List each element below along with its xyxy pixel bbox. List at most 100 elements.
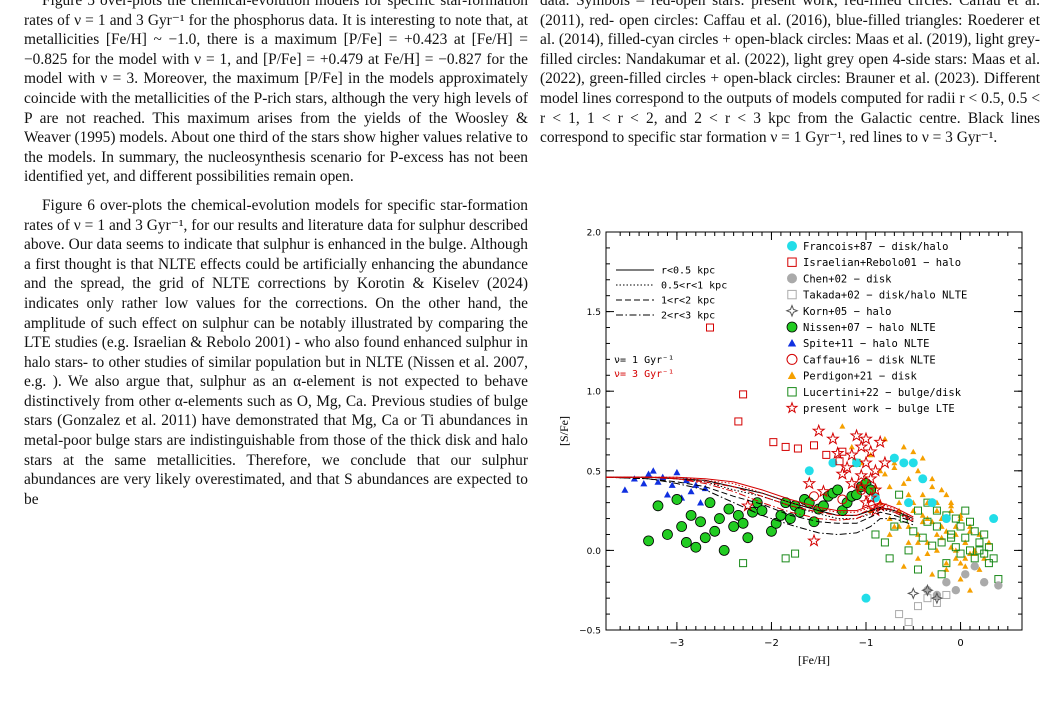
model-line bbox=[605, 476, 914, 536]
data-point bbox=[948, 544, 955, 550]
data-point bbox=[938, 523, 945, 529]
y-tick-label: 0.0 bbox=[587, 547, 602, 557]
y-axis-label: [S/Fe] bbox=[557, 416, 571, 446]
data-point bbox=[844, 476, 859, 490]
data-point bbox=[937, 538, 946, 547]
model-legend-label: 0.5<r<1 kpc bbox=[661, 281, 727, 292]
data-point bbox=[737, 517, 749, 529]
data-point bbox=[909, 527, 918, 536]
data-point bbox=[924, 550, 931, 556]
data-point bbox=[810, 441, 818, 450]
legend-marker bbox=[786, 353, 798, 365]
legend-marker bbox=[786, 321, 798, 333]
data-point bbox=[989, 514, 999, 524]
y-tick-label: −0.5 bbox=[579, 627, 601, 637]
data-point bbox=[951, 514, 960, 523]
data-point bbox=[739, 390, 748, 399]
data-point bbox=[896, 523, 903, 529]
data-point bbox=[732, 509, 744, 521]
data-point bbox=[871, 530, 880, 539]
data-point bbox=[654, 478, 662, 485]
data-point bbox=[942, 559, 951, 568]
data-point bbox=[854, 439, 869, 453]
data-point bbox=[848, 443, 855, 450]
data-point bbox=[839, 423, 846, 429]
data-point bbox=[956, 522, 965, 531]
data-point bbox=[970, 527, 979, 536]
data-point bbox=[921, 583, 934, 597]
legend-marker bbox=[787, 387, 797, 397]
data-point bbox=[957, 576, 964, 582]
legend-marker bbox=[787, 289, 797, 300]
data-point bbox=[781, 442, 790, 451]
data-point bbox=[899, 458, 909, 468]
data-point bbox=[962, 539, 969, 545]
nu1-label: ν= 1 Gyr⁻¹ bbox=[614, 355, 674, 366]
data-point bbox=[952, 555, 959, 561]
data-point bbox=[905, 491, 912, 498]
data-point bbox=[859, 431, 873, 445]
data-point bbox=[951, 543, 960, 552]
model-line bbox=[606, 476, 914, 523]
data-point bbox=[825, 431, 840, 445]
left-column: Figure 5 over-plots the chemical-evoluti… bbox=[24, 0, 528, 509]
paragraph-sulphur: Figure 6 over-plots the chemical-evoluti… bbox=[24, 196, 528, 508]
data-point bbox=[886, 531, 893, 537]
data-point bbox=[663, 491, 671, 498]
data-point bbox=[984, 559, 993, 568]
data-point bbox=[896, 499, 903, 506]
data-point bbox=[706, 323, 714, 332]
data-point bbox=[830, 446, 845, 460]
data-point bbox=[699, 532, 711, 544]
data-point bbox=[854, 479, 869, 493]
data-point bbox=[938, 486, 945, 493]
data-point bbox=[957, 560, 964, 566]
data-point bbox=[948, 502, 955, 509]
data-point bbox=[943, 560, 950, 566]
data-point bbox=[854, 468, 869, 482]
legend-label: Korn+05 − halo bbox=[803, 306, 892, 318]
data-point bbox=[877, 455, 892, 469]
data-point bbox=[723, 503, 735, 515]
data-point bbox=[966, 546, 974, 555]
data-point bbox=[685, 509, 697, 521]
data-point bbox=[793, 444, 802, 453]
data-point bbox=[910, 448, 917, 455]
x-tick-label: −2 bbox=[764, 638, 779, 649]
data-point bbox=[929, 475, 936, 482]
legend-label: Francois+87 − disk/halo bbox=[803, 241, 948, 253]
data-point bbox=[816, 484, 831, 498]
data-point bbox=[951, 586, 961, 595]
data-point bbox=[775, 509, 787, 521]
data-point bbox=[714, 513, 725, 524]
legend-label: Lucertini+22 − bulge/disk bbox=[803, 387, 962, 399]
data-point bbox=[895, 610, 904, 619]
data-point bbox=[769, 438, 778, 447]
data-point bbox=[927, 498, 937, 508]
y-tick-label: 1.0 bbox=[587, 388, 602, 398]
data-point bbox=[861, 593, 871, 603]
legend-label: present work − bulge LTE bbox=[803, 403, 955, 415]
data-point bbox=[904, 498, 914, 508]
data-point bbox=[621, 486, 629, 493]
y-tick-label: 2.0 bbox=[587, 229, 602, 239]
data-point bbox=[802, 476, 817, 490]
data-point bbox=[984, 543, 993, 552]
legend-marker bbox=[785, 401, 799, 414]
data-point bbox=[734, 417, 743, 426]
data-point bbox=[640, 480, 648, 487]
data-point bbox=[739, 559, 748, 568]
data-point bbox=[975, 546, 984, 555]
data-point bbox=[923, 586, 932, 595]
data-point bbox=[915, 555, 921, 561]
data-point bbox=[933, 507, 940, 513]
data-point bbox=[979, 578, 989, 587]
plot-frame bbox=[605, 231, 1023, 631]
data-point bbox=[891, 523, 898, 529]
data-point bbox=[942, 578, 951, 587]
data-point bbox=[791, 549, 800, 558]
data-point bbox=[856, 484, 867, 495]
data-point bbox=[837, 494, 848, 505]
data-point bbox=[919, 455, 926, 461]
data-point bbox=[835, 457, 844, 466]
